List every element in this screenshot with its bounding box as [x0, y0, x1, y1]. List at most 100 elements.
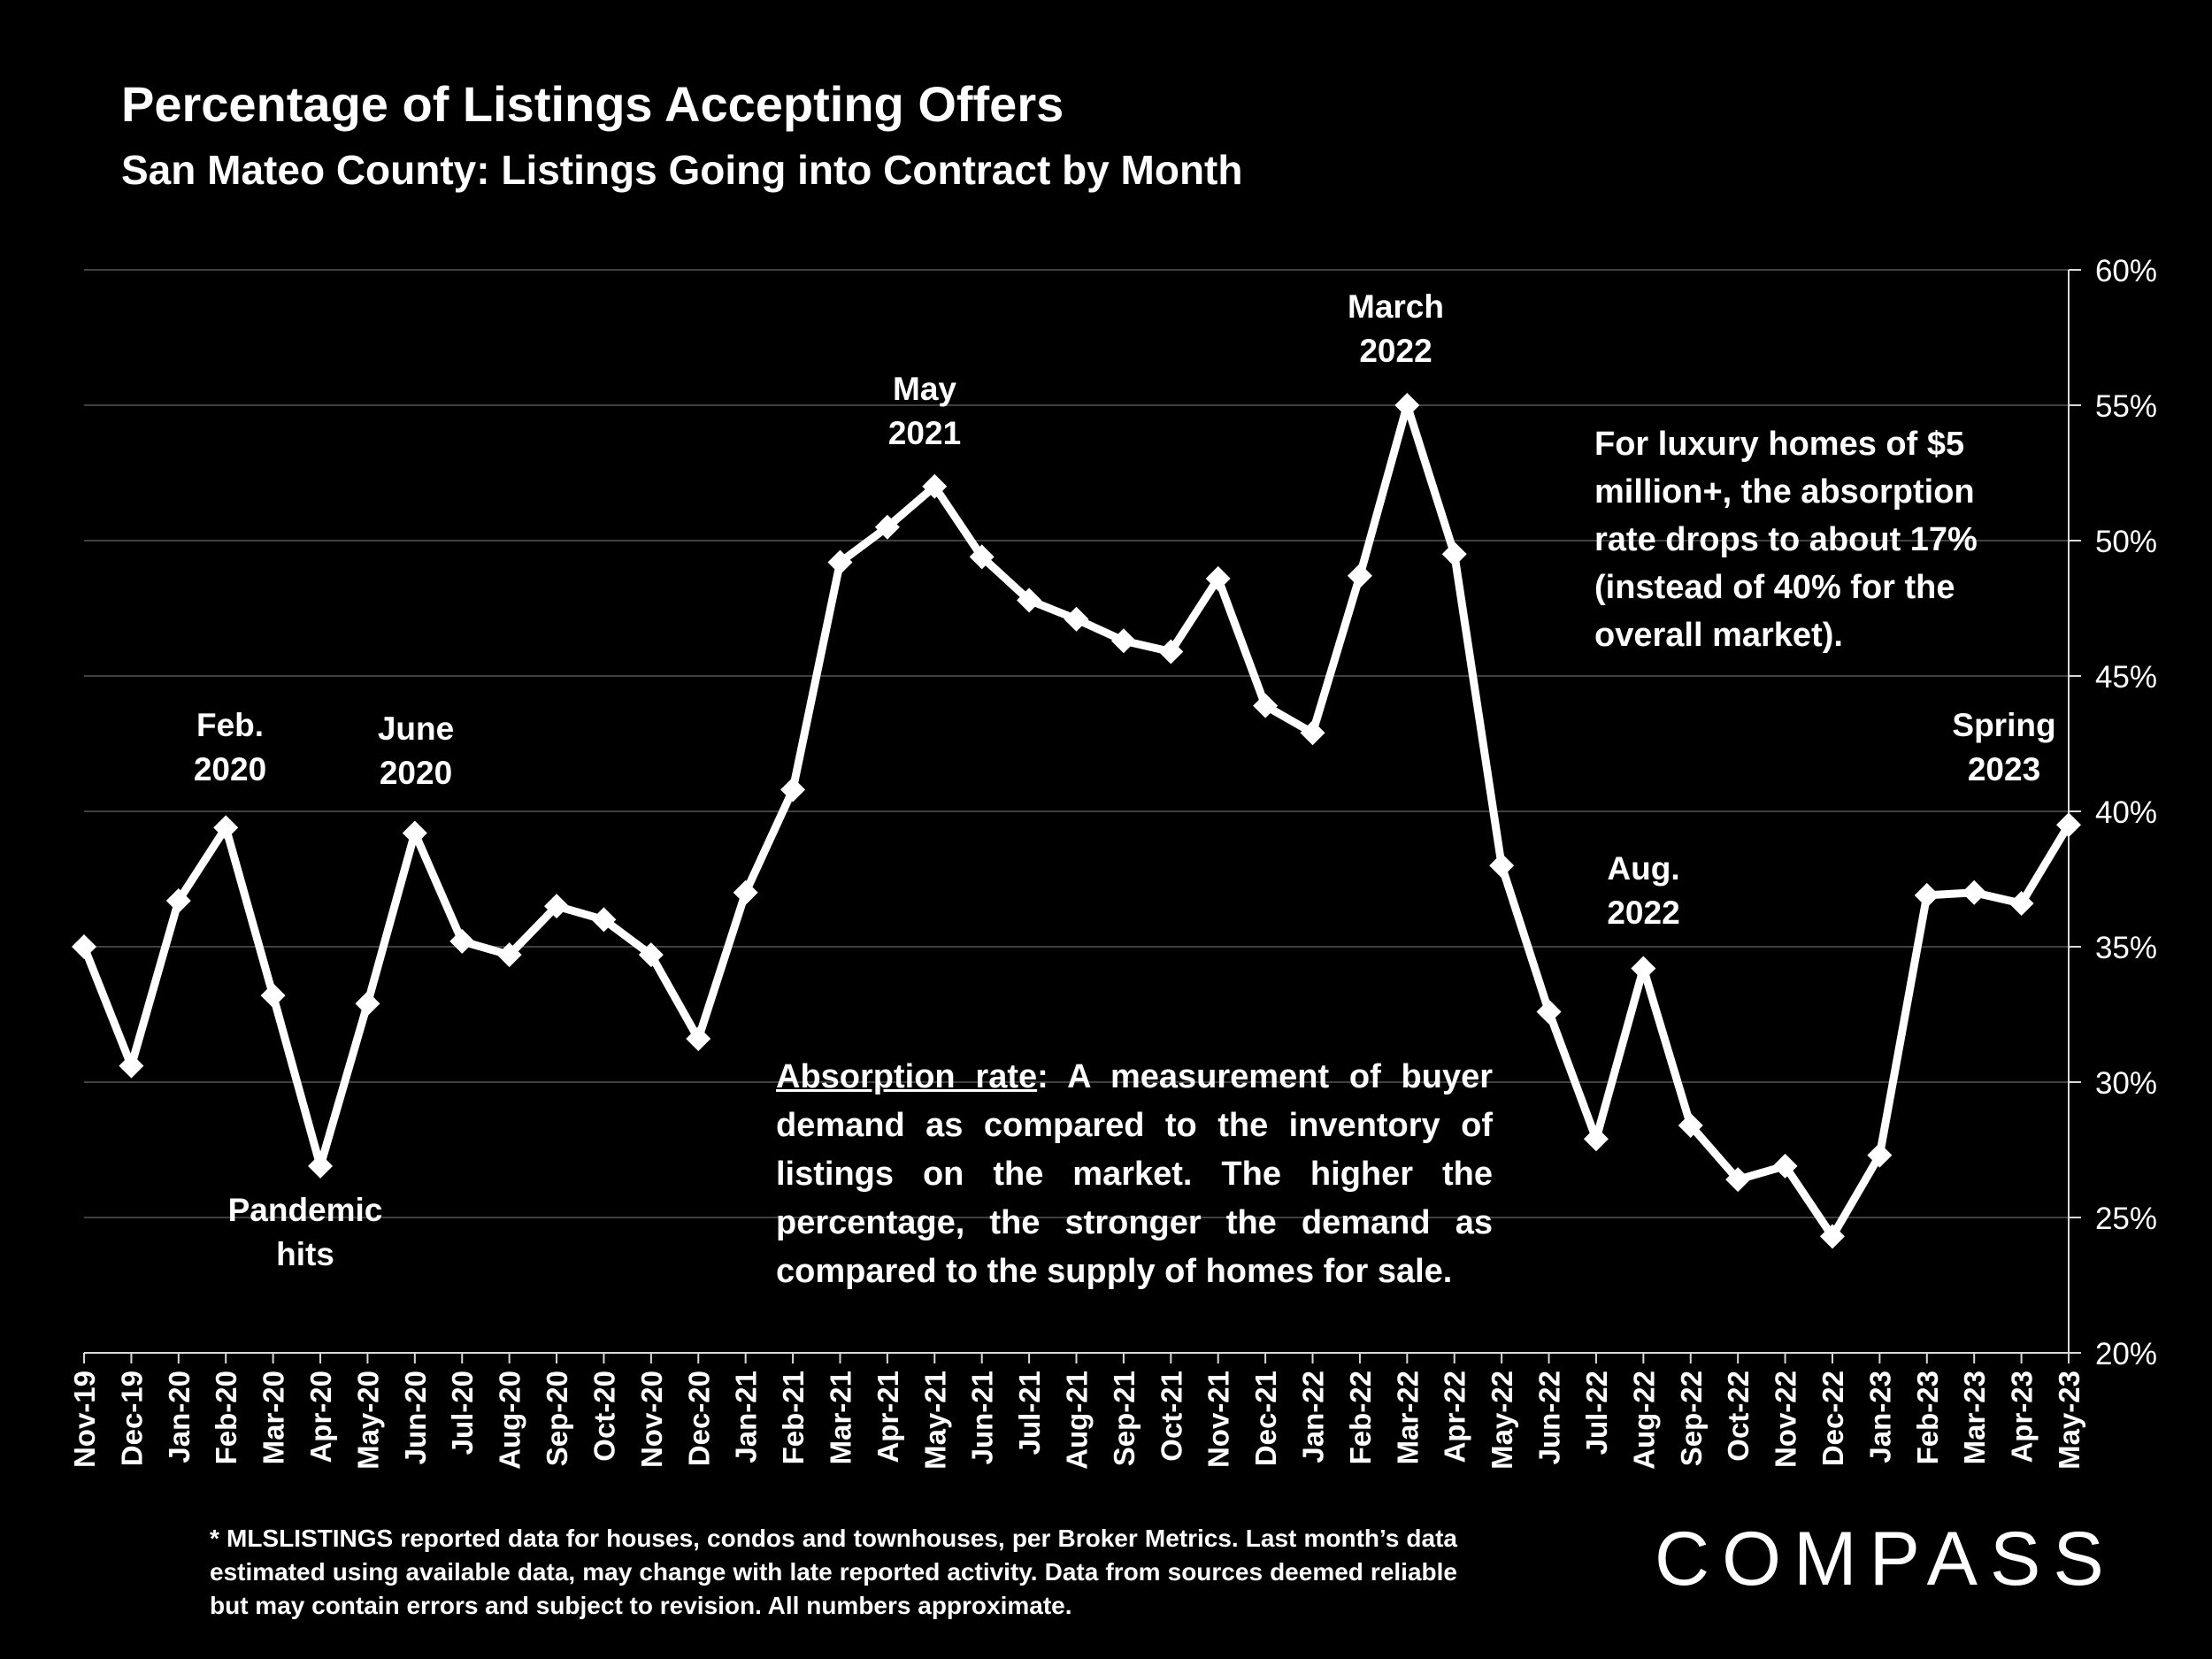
data-point	[1631, 956, 1656, 981]
data-point	[1772, 1153, 1798, 1179]
y-tick-label: 20%	[2095, 1337, 2157, 1371]
x-tick-label: Jun-20	[399, 1371, 432, 1464]
x-tick-label: May-20	[351, 1371, 384, 1470]
data-point	[544, 894, 570, 919]
x-tick-label: Apr-23	[2006, 1371, 2039, 1463]
data-point	[1300, 720, 1325, 746]
x-tick-label: Mar-22	[1391, 1371, 1424, 1464]
x-tick-label: May-22	[1486, 1371, 1518, 1470]
y-axis-ticks: 20% 25% 30% 35% 40% 45% 50% 55% 60%	[2069, 254, 2157, 1371]
data-point	[1158, 639, 1184, 664]
x-tick-label: Nov-19	[68, 1371, 101, 1468]
data-point	[2056, 812, 2081, 838]
luxury-note: For luxury homes of $5 million+, the abs…	[1594, 426, 1978, 654]
x-tick-label: Jul-22	[1580, 1371, 1613, 1455]
data-point	[733, 879, 758, 905]
compass-logo: COMPASS	[1655, 1517, 2116, 1601]
y-tick-label: 40%	[2095, 795, 2157, 830]
data-point	[1205, 565, 1231, 591]
data-point	[780, 777, 806, 803]
x-tick-label: Oct-20	[588, 1371, 620, 1462]
data-point	[308, 1153, 334, 1179]
data-point	[686, 1026, 711, 1052]
x-tick-label: May-21	[918, 1371, 951, 1470]
x-tick-label: Feb-22	[1344, 1371, 1377, 1464]
x-tick-label: Feb-21	[777, 1371, 810, 1464]
data-point	[1536, 999, 1562, 1025]
data-point	[1583, 1126, 1609, 1152]
x-tick-label: Feb-20	[210, 1371, 242, 1464]
x-tick-label: Oct-22	[1722, 1371, 1755, 1462]
absorption-definition: Absorption rate: A measurement of buyer …	[776, 1053, 1493, 1296]
x-tick-label: Jan-20	[163, 1371, 196, 1463]
y-tick-label: 60%	[2095, 254, 2157, 288]
data-point	[1819, 1224, 1845, 1249]
x-tick-label: Dec-22	[1816, 1371, 1849, 1466]
annotation-pandemic-hits: Pandemic hits	[227, 1192, 383, 1272]
x-tick-label: Nov-21	[1202, 1371, 1235, 1468]
data-point	[969, 544, 995, 570]
data-point	[355, 991, 380, 1017]
x-tick-label: Dec-21	[1249, 1371, 1282, 1466]
x-tick-label: Sep-21	[1108, 1371, 1141, 1466]
data-point	[165, 887, 191, 913]
data-point	[1725, 1167, 1751, 1193]
data-point	[72, 934, 96, 959]
annotation-march-2022: March 2022	[1348, 288, 1444, 369]
absorption-term: Absorption rate	[776, 1058, 1038, 1095]
data-point	[591, 907, 617, 933]
x-tick-label: Apr-21	[872, 1371, 904, 1463]
x-tick-label: Apr-22	[1439, 1371, 1471, 1463]
y-tick-label: 45%	[2095, 660, 2157, 695]
data-point	[1064, 606, 1089, 632]
y-tick-label: 30%	[2095, 1066, 2157, 1101]
x-tick-label: Apr-20	[304, 1371, 337, 1463]
chart-title: Percentage of Listings Accepting Offers	[121, 76, 1064, 132]
annotation-spring-2023: Spring 2023	[1952, 707, 2056, 787]
annotation-feb-2020: Feb. 2020	[193, 707, 267, 787]
data-point	[1017, 588, 1042, 613]
data-point	[1394, 393, 1420, 418]
data-point	[496, 942, 522, 968]
x-tick-label: May-23	[2053, 1371, 2085, 1470]
x-tick-label: Sep-22	[1675, 1371, 1708, 1466]
x-axis-ticks: Nov-19 Dec-19 Jan-20 Feb-20 Mar-20 Apr-20 May-…	[68, 1353, 2085, 1470]
x-tick-label: Jan-23	[1863, 1371, 1896, 1463]
x-tick-label: Sep-20	[541, 1371, 573, 1466]
x-tick-label: Aug-20	[494, 1371, 526, 1470]
logo-text: COMPASS	[1655, 1517, 2116, 1601]
x-tick-label: Aug-21	[1061, 1371, 1094, 1470]
data-point	[402, 820, 427, 846]
x-tick-label: Dec-20	[682, 1371, 715, 1466]
data-point	[1347, 563, 1372, 588]
data-point	[638, 942, 664, 968]
x-tick-label: Mar-23	[1958, 1371, 1991, 1464]
x-tick-label: Nov-20	[635, 1371, 668, 1468]
x-tick-label: Aug-22	[1627, 1371, 1660, 1470]
x-tick-label: Jun-21	[966, 1371, 999, 1464]
x-tick-label: Mar-21	[824, 1371, 856, 1464]
x-tick-label: Feb-23	[1911, 1371, 1944, 1464]
x-tick-label: Dec-19	[115, 1371, 148, 1466]
x-tick-label: Jul-20	[446, 1371, 479, 1455]
y-tick-label: 50%	[2095, 525, 2157, 559]
data-point	[119, 1053, 144, 1079]
data-point	[1678, 1112, 1703, 1138]
data-point	[1441, 541, 1467, 567]
data-point	[1110, 628, 1136, 654]
x-tick-label: Jul-21	[1013, 1371, 1046, 1455]
series-markers	[72, 393, 2081, 1249]
y-tick-label: 25%	[2095, 1202, 2157, 1236]
absorption-text: : A measurement of buyer demand as compa…	[776, 1058, 1494, 1290]
x-tick-label: Nov-22	[1770, 1371, 1802, 1468]
x-tick-label: Mar-20	[257, 1371, 290, 1464]
data-point	[260, 983, 286, 1009]
footnote: * MLSLISTINGS reported data for houses, …	[210, 1525, 1457, 1619]
annotation-aug-2022: Aug. 2022	[1607, 850, 1680, 931]
gridlines	[84, 269, 2069, 1218]
data-point	[922, 473, 948, 499]
data-point	[827, 549, 853, 575]
x-tick-label: Jan-21	[730, 1371, 763, 1463]
data-point	[1962, 879, 1987, 905]
